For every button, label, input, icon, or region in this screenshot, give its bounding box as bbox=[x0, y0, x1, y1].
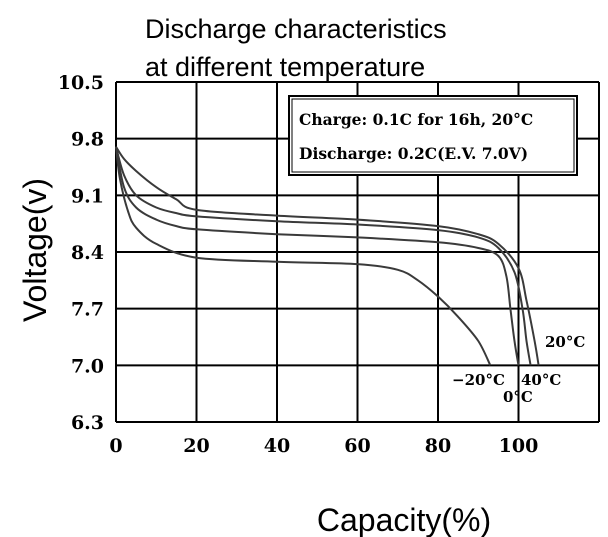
label-40c: 40°C bbox=[521, 371, 561, 389]
x-tick-label: 60 bbox=[344, 435, 370, 457]
annotation-box: Charge: 0.1C for 16h, 20°C Discharge: 0.… bbox=[288, 95, 578, 176]
y-tick-label: 9.8 bbox=[71, 129, 104, 151]
annotation-discharge: Discharge: 0.2C(E.V. 7.0V) bbox=[299, 144, 528, 163]
x-tick-label: 40 bbox=[264, 435, 290, 457]
annotation-frame bbox=[288, 95, 578, 176]
y-tick-label: 8.4 bbox=[71, 242, 104, 264]
y-tick-labels: 6.3 7.0 7.7 8.4 9.1 9.8 10.5 bbox=[58, 72, 104, 434]
series-line-3 bbox=[115, 146, 492, 366]
y-tick-label: 9.1 bbox=[71, 185, 104, 207]
x-tick-label: 80 bbox=[425, 435, 451, 457]
x-axis-title: Capacity(%) bbox=[317, 502, 491, 537]
chart-title-line-1: Discharge characteristics bbox=[145, 14, 447, 44]
annotation-inner-frame bbox=[291, 98, 575, 173]
x-tick-label: 100 bbox=[499, 435, 539, 457]
chart-title-line-2: at different temperature bbox=[145, 52, 425, 82]
label-minus20c: −20°C bbox=[452, 371, 505, 389]
y-tick-label: 10.5 bbox=[58, 72, 104, 94]
x-tick-label: 20 bbox=[183, 435, 209, 457]
x-tick-label: 0 bbox=[109, 435, 122, 457]
y-tick-label: 7.7 bbox=[71, 299, 104, 321]
series-line-0 bbox=[115, 146, 540, 366]
series-line-1 bbox=[115, 146, 532, 366]
series-line-2 bbox=[115, 146, 520, 366]
label-0c: 0°C bbox=[503, 388, 533, 406]
discharge-curves bbox=[115, 146, 540, 366]
y-tick-label: 6.3 bbox=[71, 412, 104, 434]
annotation-charge: Charge: 0.1C for 16h, 20°C bbox=[299, 110, 533, 129]
y-tick-label: 7.0 bbox=[71, 355, 104, 377]
y-axis-title: Voltage(v) bbox=[17, 178, 53, 322]
label-20c: 20°C bbox=[545, 333, 585, 351]
x-tick-labels: 0 20 40 60 80 100 bbox=[109, 435, 538, 457]
